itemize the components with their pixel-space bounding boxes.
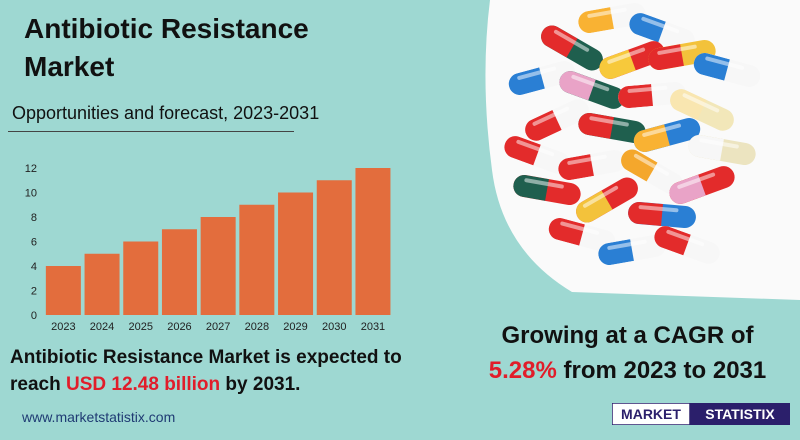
x-tick-label: 2025 — [129, 321, 153, 333]
page-title: Antibiotic Resistance Market — [24, 13, 309, 82]
cagr-line1: Growing at a CAGR of — [501, 322, 754, 349]
logo-word2: STATISTIX — [705, 406, 775, 422]
bar-2024 — [84, 253, 120, 315]
x-tick-label: 2031 — [361, 321, 385, 333]
cagr-statement: Growing at a CAGR of 5.28% from 2023 to … — [455, 318, 800, 388]
pills-capsules-icon — [485, 0, 800, 300]
bar-2027 — [200, 217, 236, 315]
capsule-icon — [596, 41, 665, 82]
capsule-icon — [596, 235, 666, 267]
bar-2031 — [355, 168, 391, 315]
pills-photo — [462, 0, 800, 300]
market-forecast-text: Antibiotic Resistance Market is expected… — [10, 344, 450, 398]
capsule-icon — [537, 21, 603, 71]
x-tick-label: 2023 — [51, 321, 75, 333]
capsule-icon — [556, 68, 625, 109]
bar-chart: 0 2 4 6 8 10 12 2023 2024 2025 2026 2027 2028 2029 203… — [25, 163, 391, 333]
x-tick-label: 2024 — [90, 321, 114, 333]
brand-logo: MARKET STATISTIX — [611, 402, 790, 426]
logo-word1: MARKET — [621, 406, 681, 422]
bar-2029 — [278, 192, 314, 315]
capsule-icon — [617, 81, 686, 109]
website-link[interactable]: www.marketstatistix.com — [22, 409, 176, 425]
x-tick-label: 2029 — [283, 321, 307, 333]
capsule-icon — [506, 61, 576, 98]
capsule-icon — [691, 50, 761, 87]
capsule-icon — [617, 145, 683, 195]
capsule-icon — [651, 223, 720, 264]
capsule-icon — [572, 177, 638, 227]
cagr-value-highlight: 5.28% — [488, 357, 557, 384]
capsule-icon — [631, 118, 701, 155]
x-tick-label: 2027 — [206, 321, 230, 333]
page-subtitle: Opportunities and forecast, 2023-2031 — [12, 103, 320, 123]
capsule-icon — [627, 201, 696, 229]
y-tick-label: 6 — [31, 237, 37, 249]
y-tick-label: 2 — [31, 286, 37, 298]
x-tick-label: 2028 — [245, 321, 269, 333]
capsule-icon — [501, 133, 570, 174]
cagr-line2: 5.28% from 2023 to 2031 — [455, 353, 800, 388]
capsule-icon — [556, 150, 626, 182]
y-tick-label: 10 — [25, 188, 37, 200]
capsule-icon — [576, 3, 646, 35]
capsule-icon — [626, 10, 695, 51]
y-tick-label: 4 — [31, 261, 37, 273]
x-tick-label: 2026 — [167, 321, 191, 333]
bar-2025 — [123, 241, 159, 315]
cagr-line2-rest: from 2023 to 2031 — [556, 357, 767, 384]
forecast-text-part2: by 2031. — [220, 374, 301, 395]
capsule-icon — [666, 85, 734, 131]
y-tick-label: 8 — [31, 212, 37, 224]
capsule-icon — [576, 111, 646, 143]
capsule-icon — [511, 173, 581, 205]
bar-2023 — [45, 266, 81, 315]
forecast-value-highlight: USD 12.48 billion — [65, 374, 221, 395]
y-tick-label: 0 — [31, 310, 37, 322]
bar-2026 — [161, 229, 197, 315]
capsule-icon — [546, 215, 616, 252]
capsule-icon — [521, 99, 589, 145]
subtitle-divider — [8, 131, 294, 132]
y-tick-label: 12 — [25, 163, 37, 175]
forecast-text-part1: Antibiotic Resistance Market is expected… — [10, 347, 402, 395]
bar-2028 — [239, 204, 275, 315]
x-tick-label: 2030 — [322, 321, 346, 333]
capsule-icon — [686, 133, 756, 165]
capsule-icon — [666, 166, 735, 207]
bar-2030 — [316, 180, 352, 315]
